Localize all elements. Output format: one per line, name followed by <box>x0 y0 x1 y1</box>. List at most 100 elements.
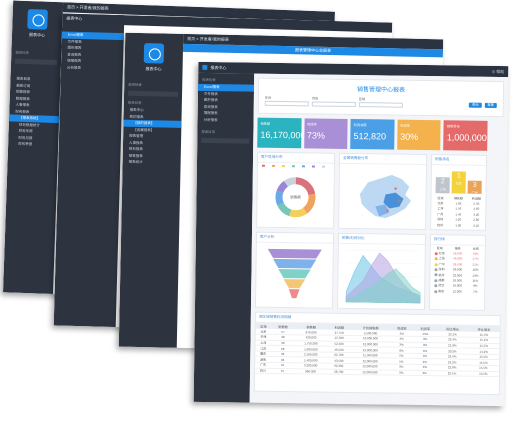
table-cell: 960,000 <box>294 368 327 375</box>
detail-table: 区域 销售数 销售额 利润额 计划销售额 完成率 利润率 同比增长 环比增长 北京 57 870,00… <box>255 322 500 378</box>
table-cell: 2.10 <box>473 223 480 228</box>
table-cell: 广州 <box>437 212 444 217</box>
query-button[interactable]: 查询 <box>469 102 482 108</box>
rank-dot-icon <box>434 262 438 266</box>
sidebar-search-label: 报表检索 <box>15 50 30 56</box>
rank-header-cell: 销售额 <box>453 196 464 201</box>
table-cell: 4.60 <box>473 207 480 212</box>
podium-name: 广州 <box>471 190 478 195</box>
kpi-card: 利润率 30% <box>396 119 441 151</box>
sidebar-dark: Excel报表 文件报表 图形报表 查询报表 填报报表 分析报表 <box>53 13 125 328</box>
rank-dot-icon <box>434 257 438 261</box>
kpi-card: 销售额 16,170,000 <box>257 117 306 149</box>
funnel-stage <box>283 279 306 289</box>
rank-dot-icon <box>434 289 438 293</box>
map-region-south <box>375 204 390 217</box>
report-window: 报表中心 ⊙ 帮助 报表检索 Excel报表 文件报表 图形报表 查询报表 填报… <box>193 61 509 407</box>
filter-label: 月份 <box>311 96 319 101</box>
table-cell: 12,000,000 <box>350 369 390 376</box>
list-cell: 16% <box>472 267 479 273</box>
table-cell: 北京 <box>437 201 444 206</box>
podium-name: 北京 <box>455 181 462 186</box>
donut-slice <box>283 177 296 187</box>
legend-swatch <box>271 164 275 167</box>
sidebar-tree-item[interactable]: 财务季报 <box>18 141 33 147</box>
kpi-label: 利润总额 <box>353 123 367 128</box>
sidebar-tree-item[interactable]: 报表统计 <box>128 159 143 165</box>
list-cell: 上海 <box>431 257 449 261</box>
help-icon: ⊙ <box>491 68 496 74</box>
table-cell: 杭州 <box>437 222 444 227</box>
ranking-list-panel: 排行榜 区域 销售 比例 北京 56,000 33% 上海 46,000 27% 广州 38,000… <box>428 234 487 311</box>
filter-region: 区域 <box>358 96 403 108</box>
table-cell: 3% <box>389 369 413 376</box>
filter-region-input[interactable] <box>358 102 403 108</box>
list-cell: 28,000 <box>452 267 463 272</box>
kpi-card: 利润总额 512,820 <box>350 118 395 150</box>
report-header: 销售管理中心报表 年份 月份 区域 查询 重置 <box>257 77 505 118</box>
list-cell: 18,000 <box>452 278 462 283</box>
kpi-label: 销售额 <box>260 121 271 126</box>
funnel-stage <box>288 289 300 299</box>
reset-button[interactable]: 重置 <box>484 102 497 109</box>
table-row: 杭州 1.00 2.10 <box>431 222 485 228</box>
funnel-stage <box>273 258 317 269</box>
rank-dot-icon <box>434 268 438 272</box>
kpi-value: 30% <box>400 131 419 142</box>
list-cell: 22,000 <box>452 273 463 278</box>
podium-place: 2 <box>440 178 445 186</box>
list-cell: 7% <box>473 289 478 294</box>
filter-year-input[interactable] <box>264 100 309 107</box>
list-item: 南京 12,000 7% <box>430 288 484 294</box>
kpi-value: 73% <box>306 130 326 141</box>
table-cell: 2.80 <box>473 217 480 223</box>
list-cell: 38,000 <box>452 262 463 267</box>
china-map <box>359 174 412 219</box>
report-main: 销售管理中心报表 年份 月份 区域 查询 重置 <box>249 73 509 407</box>
list-cell: 16,000 <box>452 283 462 288</box>
rank-panel: 销售排名 2 上海 1 北京 3 广州 区域 销售额 利润额 北京 1.69 5.50 上海 1.56 4… <box>430 154 488 231</box>
ranking-header-cell: 区域 <box>436 245 443 250</box>
app-logo-icon <box>27 8 48 30</box>
table-cell: 上海 <box>437 206 444 211</box>
area-series <box>345 268 421 304</box>
table-cell: 1.40 <box>455 212 462 217</box>
kpi-value: 16,170,000 <box>260 129 306 141</box>
map-point <box>398 199 401 202</box>
detail-table-panel: 各区域销售利润明细 区域 销售数 销售额 利润额 计划销售额 完成率 利润率 同比增长 环比增长… <box>253 311 501 396</box>
donut-center-label: 销售额 <box>290 194 301 199</box>
list-cell: 成都 <box>430 278 448 282</box>
sidebar: 报表检索 Excel报表 文件报表 图形报表 查询报表 填报报表 分析报表 报表… <box>193 72 255 403</box>
list-cell: 北京 <box>431 251 449 255</box>
filter-month-input[interactable] <box>311 101 356 108</box>
kpi-label: 销售目标 <box>446 124 460 129</box>
sidebar-search-input[interactable] <box>128 90 179 97</box>
sidebar-search-label: 报表检索 <box>128 82 142 88</box>
legend-swatch <box>291 165 295 168</box>
window-title: 报表中心 <box>210 65 227 71</box>
ranking-header-cell: 比例 <box>472 246 479 251</box>
donut-slice <box>277 202 292 217</box>
sidebar-dark: 报表中心 报表检索 报表目录 报表中心 我的报表 【我的报表】 【收藏报表】 报… <box>118 32 184 348</box>
help-button[interactable]: ⊙ 帮助 <box>492 69 505 75</box>
donut-slice <box>289 207 308 218</box>
sidebar-item[interactable]: 分析报表 <box>66 65 81 70</box>
sidebar-tree-search[interactable] <box>201 137 250 144</box>
map-point <box>394 187 397 190</box>
podium-place: 3 <box>472 181 477 189</box>
list-cell: 11% <box>472 278 479 283</box>
list-cell: 9% <box>473 284 478 289</box>
rank-table: 区域 销售额 利润额 北京 1.69 5.50 上海 1.56 4.60 广州 1.40 3.20 深圳… <box>431 195 485 228</box>
kpi-label: 完成率 <box>307 122 317 127</box>
table-cell: 5.50 <box>473 201 480 206</box>
list-cell: 武汉 <box>430 284 448 288</box>
ranking-header-cell: 销售 <box>454 246 461 251</box>
kpi-label: 利润率 <box>400 123 410 128</box>
funnel-stage <box>278 268 311 279</box>
list-cell: 杭州 <box>430 273 448 277</box>
list-cell: 46,000 <box>453 256 463 262</box>
sidebar-search-input[interactable] <box>14 58 58 66</box>
list-cell: 深圳 <box>430 267 448 272</box>
map-point <box>386 209 389 212</box>
donut-slice <box>276 180 289 194</box>
